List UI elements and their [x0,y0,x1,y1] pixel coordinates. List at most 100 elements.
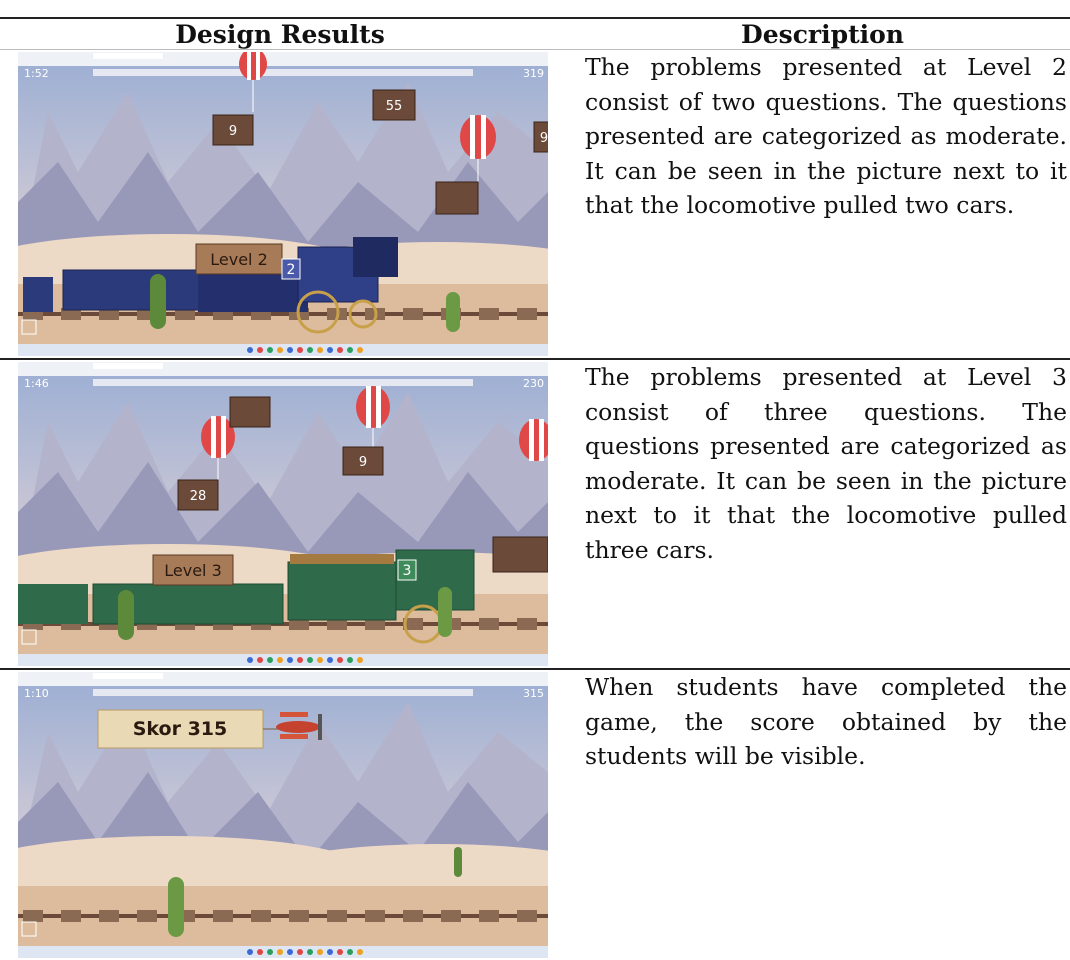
row-rule [0,358,1070,360]
screenshot: Skor 315 1:10 315 [18,672,548,958]
balloon [239,52,267,112]
answer-box: 28 [190,489,207,504]
rail-tie [175,308,195,320]
rail-tie [403,618,423,630]
taskbar-icon [327,657,333,663]
rail-tie [479,910,499,922]
description: The problems presented at Level 3 consis… [585,363,1067,564]
description: When students have completed the game, t… [585,673,1067,771]
column-header: Description [741,20,904,49]
balloon [356,386,390,450]
taskbar-icon [267,347,273,353]
rail [18,312,548,316]
timer: 1:10 [24,687,49,700]
balloon [460,115,496,182]
score-banner-text: Skor 315 [133,718,228,740]
table-top-rule [0,17,1070,19]
taskbar-icon [337,347,343,353]
rail-tie [479,618,499,630]
progress-bar [93,69,473,76]
rail-tie [517,910,537,922]
taskbar-icon [287,347,293,353]
taskbar-icon [287,657,293,663]
answer-box: 9 [229,124,237,139]
browser-tab [93,53,163,59]
rail-tie [61,910,81,922]
taskbar-icon [357,657,363,663]
taskbar-icon [307,949,313,955]
menu-button [21,921,37,937]
taskbar-icon [287,949,293,955]
progress-bar [93,689,473,696]
taskbar-icon [257,949,263,955]
level-sign: Level 2 [210,250,268,269]
rail-tie [23,910,43,922]
rail-tie [327,910,347,922]
rail-tie [137,910,157,922]
taskbar-icon [267,657,273,663]
taskbar-icon [357,347,363,353]
balloon [519,419,548,461]
column-header: Design Results [175,20,385,49]
rail-tie [365,910,385,922]
taskbar-icon [337,949,343,955]
taskbar-icon [297,347,303,353]
answer-box: 55 [386,99,403,114]
balloon [201,416,235,480]
rail-tie [251,910,271,922]
description: The problems presented at Level 2 consis… [585,53,1067,220]
screenshot: 9 55 9 Level 2 2 1:52 319 [18,52,548,356]
rail-tie [99,910,119,922]
timer: 1:46 [24,377,49,390]
taskbar-icon [257,657,263,663]
taskbar-icon [247,949,253,955]
rail-tie [479,308,499,320]
taskbar-icon [307,347,313,353]
score: 315 [523,687,544,700]
score: 319 [523,67,544,80]
level-sign: Level 3 [164,561,222,580]
taskbar-icon [257,347,263,353]
rail-tie [99,308,119,320]
rail-tie [289,618,309,630]
header-rule [0,49,1070,50]
browser-tab [93,673,163,679]
taskbar-icon [267,949,273,955]
taskbar-icon [247,347,253,353]
taskbar-icon [317,949,323,955]
taskbar-icon [327,949,333,955]
rail-tie [403,910,423,922]
taskbar-icon [297,949,303,955]
rail-tie [213,910,233,922]
menu-button [21,629,37,645]
taskbar-icon [277,949,283,955]
car-number: 3 [403,563,412,579]
rail-tie [327,618,347,630]
taskbar-icon [317,347,323,353]
progress-bar [93,379,473,386]
taskbar-icon [347,347,353,353]
rail-tie [365,618,385,630]
taskbar-icon [277,657,283,663]
timer: 1:52 [24,67,49,80]
taskbar-icon [357,949,363,955]
taskbar-icon [307,657,313,663]
browser-tab [93,363,163,369]
taskbar-icon [337,657,343,663]
answer-box: 9 [359,455,367,470]
menu-button [21,319,37,335]
rail-tie [517,308,537,320]
row-rule [0,668,1070,670]
taskbar-icon [297,657,303,663]
taskbar-icon [277,347,283,353]
car-number: 2 [287,262,296,278]
rail-tie [289,910,309,922]
rail [18,914,548,918]
answer-box: 9 [540,131,548,146]
score: 230 [523,377,544,390]
taskbar-icon [347,949,353,955]
rail-tie [403,308,423,320]
taskbar-icon [247,657,253,663]
rail-tie [517,618,537,630]
